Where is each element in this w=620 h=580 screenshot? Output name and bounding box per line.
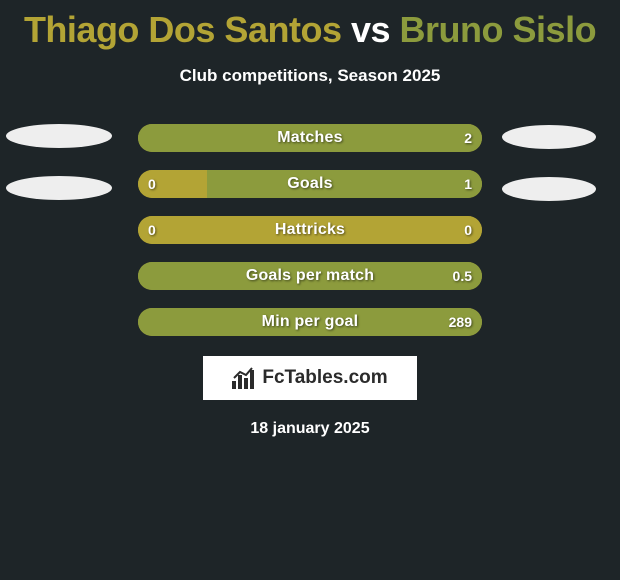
title-vs: vs (351, 9, 390, 50)
stat-bar: 01Goals (138, 170, 482, 198)
title-player2: Bruno Sislo (400, 9, 597, 50)
flag-ellipse (6, 176, 112, 200)
flag-ellipse (502, 177, 596, 201)
stat-label: Goals (138, 175, 482, 193)
stat-label: Min per goal (138, 313, 482, 331)
stat-bar: 0.5Goals per match (138, 262, 482, 290)
stat-label: Hattricks (138, 221, 482, 239)
stat-bar: 289Min per goal (138, 308, 482, 336)
flag-ellipse (502, 125, 596, 149)
stat-bar: 2Matches (138, 124, 482, 152)
page-title: Thiago Dos Santos vs Bruno Sislo (0, 0, 620, 50)
chart-icon (232, 367, 256, 389)
stat-bar: 00Hattricks (138, 216, 482, 244)
title-player1: Thiago Dos Santos (24, 9, 342, 50)
brand-text: FcTables.com (262, 367, 387, 389)
stat-label: Matches (138, 129, 482, 147)
subtitle: Club competitions, Season 2025 (0, 66, 620, 86)
stat-label: Goals per match (138, 267, 482, 285)
brand-logo: FcTables.com (203, 356, 417, 400)
stat-bars: 2Matches 01Goals 00Hattricks 0.5Goals per m… (138, 124, 482, 354)
player2-flag-column (500, 120, 610, 580)
footer-date: 18 january 2025 (0, 420, 620, 438)
player1-flag-column (4, 120, 114, 580)
flag-ellipse (6, 124, 112, 148)
